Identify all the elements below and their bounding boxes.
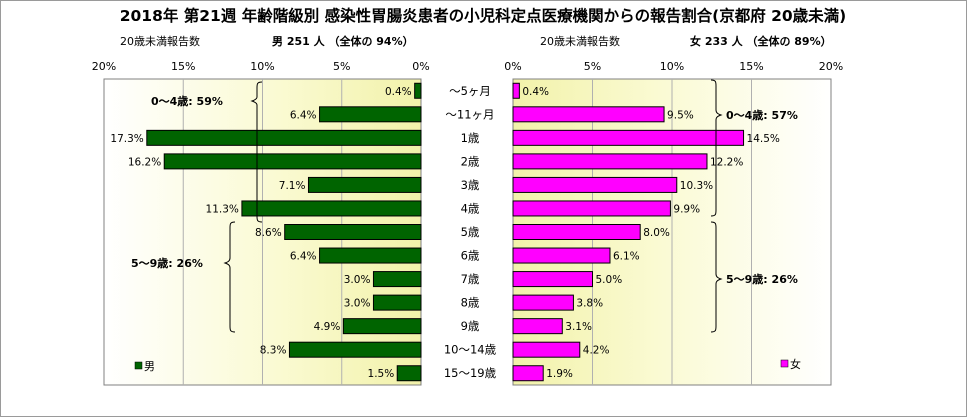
male-header-count-label: 20歳未満報告数 <box>120 35 200 48</box>
chart-title: 2018年 第21週 年齢階級別 感染性胃腸炎患者の小児科定点医療機関からの報告… <box>120 6 847 25</box>
female-bar-value-label: 1.9% <box>546 368 573 380</box>
female-tick-label: 10% <box>660 60 684 73</box>
male-bar <box>372 271 422 288</box>
female-bar <box>512 106 665 123</box>
male-series <box>146 82 422 382</box>
female-bar <box>512 247 611 264</box>
female-bracket-5-9 <box>710 221 723 333</box>
male-bar <box>146 129 422 146</box>
female-bar <box>512 82 520 99</box>
female-bar <box>512 365 544 382</box>
age-category-label: 3歳 <box>461 178 480 192</box>
male-bar-value-label: 6.4% <box>290 109 317 121</box>
female-bar-value-label: 6.1% <box>613 251 640 263</box>
age-category-label: 1歳 <box>461 131 480 145</box>
male-tick-label: 10% <box>250 60 274 73</box>
male-bar <box>396 365 422 382</box>
female-bar <box>512 153 708 170</box>
male-bar-value-label: 4.9% <box>314 321 341 333</box>
age-category-label: 15～19歳 <box>444 366 497 380</box>
male-bar <box>319 247 422 264</box>
male-tick-label: 0% <box>412 60 429 73</box>
category-labels: ～5ヶ月 ～11ヶ月 1歳 2歳 3歳 4歳 5歳 6歳 7歳 8歳 9歳 10～14歳 15～19歳 <box>444 84 497 380</box>
male-bar-value-label: 0.4% <box>385 86 412 98</box>
male-bar-value-label: 16.2% <box>128 156 161 168</box>
female-bar-value-label: 3.1% <box>565 321 592 333</box>
male-bar-value-label: 1.5% <box>368 368 395 380</box>
female-bar-value-label: 8.0% <box>643 227 670 239</box>
male-group-5-9-label: 5～9歳: 26% <box>131 256 203 270</box>
male-bar <box>307 176 422 193</box>
male-bar <box>284 224 422 240</box>
male-bar-value-label: 3.0% <box>344 274 371 286</box>
male-bar <box>288 341 422 358</box>
female-bar-value-label: 14.5% <box>747 133 780 145</box>
male-bar-value-label: 17.3% <box>110 133 143 145</box>
female-bar <box>512 129 745 146</box>
male-legend-swatch <box>134 361 143 370</box>
age-category-label: ～5ヶ月 <box>449 84 491 98</box>
age-category-label: 7歳 <box>461 272 480 286</box>
male-bracket-5-9 <box>223 221 236 333</box>
female-bar-value-label: 4.2% <box>583 345 610 357</box>
male-bar <box>319 106 422 123</box>
female-header-count-label: 20歳未満報告数 <box>540 35 620 48</box>
female-tick-label: 0% <box>504 60 521 73</box>
female-bar-value-label: 12.2% <box>710 156 743 168</box>
female-bar <box>512 341 581 358</box>
female-bar <box>512 200 671 217</box>
female-bar-value-label: 3.8% <box>576 298 603 310</box>
female-bar-value-label: 10.3% <box>680 180 713 192</box>
female-bar-value-label: 9.5% <box>667 109 694 121</box>
male-bar <box>241 200 422 217</box>
age-category-label: 8歳 <box>461 296 480 310</box>
age-category-label: 2歳 <box>461 154 480 168</box>
female-bar <box>512 271 593 288</box>
male-tick-label: 15% <box>171 60 195 73</box>
male-bar-value-label: 8.3% <box>260 345 287 357</box>
male-bar-value-label: 3.0% <box>344 298 371 310</box>
age-category-label: 10～14歳 <box>444 343 497 357</box>
female-group-5-9-label: 5～9歳: 26% <box>726 272 798 286</box>
male-bar <box>342 318 422 335</box>
male-bar-value-label: 11.3% <box>206 203 239 215</box>
female-data-labels: 0.4% 9.5% 14.5% 12.2% 10.3% 9.9%8.0%6.1% 5.0% 3… <box>522 86 780 380</box>
female-bar <box>512 318 563 335</box>
age-category-label: 9歳 <box>461 319 480 333</box>
female-bracket-0-4 <box>710 79 723 217</box>
female-legend-label: 女 <box>790 357 801 371</box>
male-data-labels: 0.4% 6.4% 17.3% 16.2% 7.1% 11.3% 8.6% 6.4% 3.0% 3… <box>110 86 411 380</box>
age-category-label: ～11ヶ月 <box>445 107 494 121</box>
male-legend-label: 男 <box>144 360 155 373</box>
female-tick-label: 15% <box>739 60 763 73</box>
female-bar <box>512 176 678 193</box>
male-bar-value-label: 6.4% <box>290 251 317 263</box>
axis-tick-labels: 20% 15% 10% 5% 0% 0% 5% 10% 15% 20% <box>92 60 843 73</box>
age-category-label: 5歳 <box>461 225 480 239</box>
female-bar <box>512 224 641 240</box>
female-series <box>512 82 745 382</box>
male-bar-value-label: 7.1% <box>279 180 306 192</box>
female-bar-value-label: 9.9% <box>673 203 700 215</box>
female-tick-label: 5% <box>584 60 601 73</box>
male-tick-label: 20% <box>92 60 116 73</box>
female-group-0-4-label: 0～4歳: 57% <box>726 108 798 122</box>
male-bar-value-label: 8.6% <box>255 227 282 239</box>
male-bracket-0-4 <box>250 81 263 223</box>
male-bar <box>372 294 422 311</box>
female-bar <box>512 294 574 311</box>
male-bar <box>414 82 422 99</box>
age-category-label: 6歳 <box>461 249 480 263</box>
male-bar <box>163 153 422 170</box>
male-group-0-4-label: 0～4歳: 59% <box>151 94 223 108</box>
male-tick-label: 5% <box>333 60 350 73</box>
female-bar-value-label: 0.4% <box>522 86 549 98</box>
female-bar-value-label: 5.0% <box>596 274 623 286</box>
male-header-summary: 男 251 人 （全体の 94%） <box>272 34 414 48</box>
female-tick-label: 20% <box>819 60 843 73</box>
age-category-label: 4歳 <box>461 201 480 215</box>
female-legend-swatch <box>780 359 789 368</box>
female-header-summary: 女 233 人 （全体の 89%） <box>690 34 832 48</box>
